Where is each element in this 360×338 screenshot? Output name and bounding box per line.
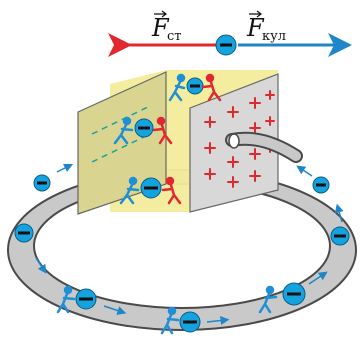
ring-charges <box>14 163 350 335</box>
vector-arrow-icon <box>154 10 167 18</box>
minus-icon <box>79 297 93 301</box>
coulomb-force-subscript: кул <box>262 29 286 44</box>
coulomb-force-symbol: F <box>246 14 265 42</box>
force-arrows: F ст F кул <box>108 10 352 57</box>
person-pulling-icon <box>161 176 182 205</box>
motion-arrow-icon <box>35 257 47 274</box>
person-pushing-icon <box>168 73 186 102</box>
motion-arrow-icon <box>296 165 313 177</box>
minus-icon <box>190 84 200 88</box>
minus-icon <box>316 183 326 187</box>
person-pushing-icon <box>119 176 140 205</box>
motion-arrow-icon <box>334 203 344 223</box>
minus-icon <box>287 292 301 296</box>
minus-icon <box>37 181 47 185</box>
person-pushing-icon <box>113 116 134 145</box>
motion-arrow-icon <box>103 305 127 315</box>
minus-icon <box>334 234 346 238</box>
person-pulling-icon <box>201 73 222 102</box>
source-workers <box>113 73 222 205</box>
minus-icon <box>183 320 197 324</box>
negative-plate <box>77 71 167 215</box>
minus-icon <box>138 126 150 130</box>
minus-icon <box>220 43 232 47</box>
person-pushing-icon <box>160 306 180 335</box>
external-force-symbol: F <box>151 14 170 42</box>
person-pushing-icon <box>56 285 76 314</box>
motion-arrow-icon <box>206 316 230 325</box>
minus-icon <box>144 186 158 190</box>
current-source-box <box>77 70 303 215</box>
motion-arrow-icon <box>56 163 74 173</box>
motion-arrow-icon <box>308 271 328 285</box>
person-pulling-icon <box>152 116 173 145</box>
vector-arrow-icon <box>249 10 262 18</box>
external-force-subscript: ст <box>167 29 181 44</box>
person-pushing-icon <box>258 285 278 314</box>
minus-icon <box>18 231 30 235</box>
